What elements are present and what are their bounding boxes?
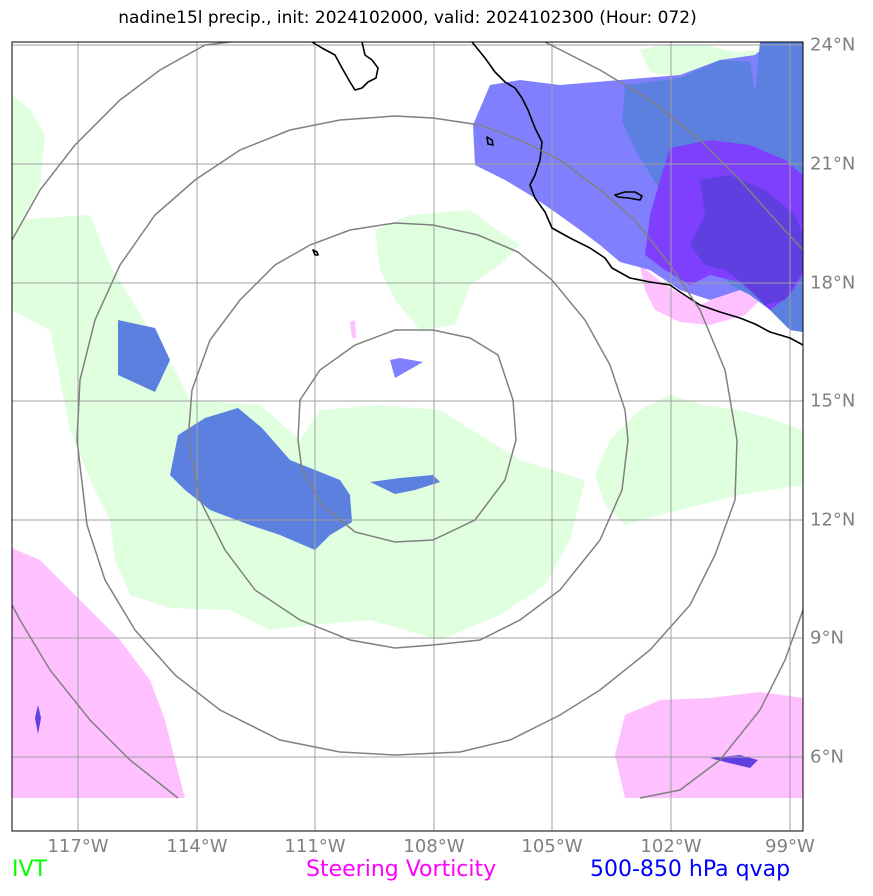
- qvap-region-west-small: [118, 320, 170, 392]
- qvap-region-west-large: [170, 408, 352, 550]
- qvap-layer: [35, 42, 803, 768]
- vorticity-region-northeast: [640, 265, 760, 325]
- range-ring-1: [297, 329, 517, 543]
- lat-label-24n: 24°N: [810, 34, 856, 56]
- qvap-region-center-north: [390, 358, 423, 378]
- coastline-islands: [312, 136, 643, 256]
- ivt-layer: [12, 42, 803, 640]
- lon-label-105w: 105°W: [521, 836, 583, 857]
- range-rings: [12, 42, 803, 799]
- ivt-region-east: [595, 395, 803, 525]
- plot-frame: [11, 41, 804, 832]
- range-ring-3: [76, 115, 738, 756]
- legend-steering-vorticity: Steering Vorticity: [306, 857, 497, 882]
- coastline-baja: [311, 42, 379, 91]
- vorticity-region-southeast: [615, 692, 803, 798]
- lat-label-12n: 12°N: [810, 509, 856, 531]
- lon-label-117w: 117°W: [47, 836, 109, 857]
- coastline: [311, 42, 803, 346]
- lat-label-6n: 6°N: [810, 746, 844, 768]
- lon-label-111w: 111°W: [284, 836, 346, 857]
- gridlines: [12, 42, 803, 831]
- ivt-region-main: [12, 215, 585, 640]
- vorticity-layer: [12, 265, 803, 798]
- qvap-region-core-inner: [690, 175, 803, 305]
- range-ring-2: [187, 222, 629, 649]
- lat-label-9n: 9°N: [810, 627, 844, 649]
- map-title: nadine15l precip., init: 2024102000, val…: [118, 8, 697, 28]
- lon-label-99w: 99°W: [765, 836, 815, 857]
- legend-ivt: IVT: [12, 857, 47, 882]
- coastline-mainland: [471, 42, 803, 346]
- vorticity-region-southwest: [12, 548, 185, 798]
- lat-label-18n: 18°N: [810, 272, 856, 294]
- lat-label-15n: 15°N: [810, 390, 856, 412]
- ivt-region-north: [375, 210, 520, 330]
- legend-qvap: 500-850 hPa qvap: [590, 857, 791, 882]
- range-ring-4: [12, 42, 803, 799]
- qvap-region-center-south: [370, 475, 440, 494]
- ivt-region-left-edge: [12, 95, 45, 225]
- lon-label-114w: 114°W: [166, 836, 228, 857]
- qvap-spot-southwest: [35, 705, 41, 734]
- lat-label-21n: 21°N: [810, 153, 856, 175]
- vorticity-spot: [350, 320, 356, 338]
- lon-label-102w: 102°W: [640, 836, 702, 857]
- lon-label-108w: 108°W: [403, 836, 465, 857]
